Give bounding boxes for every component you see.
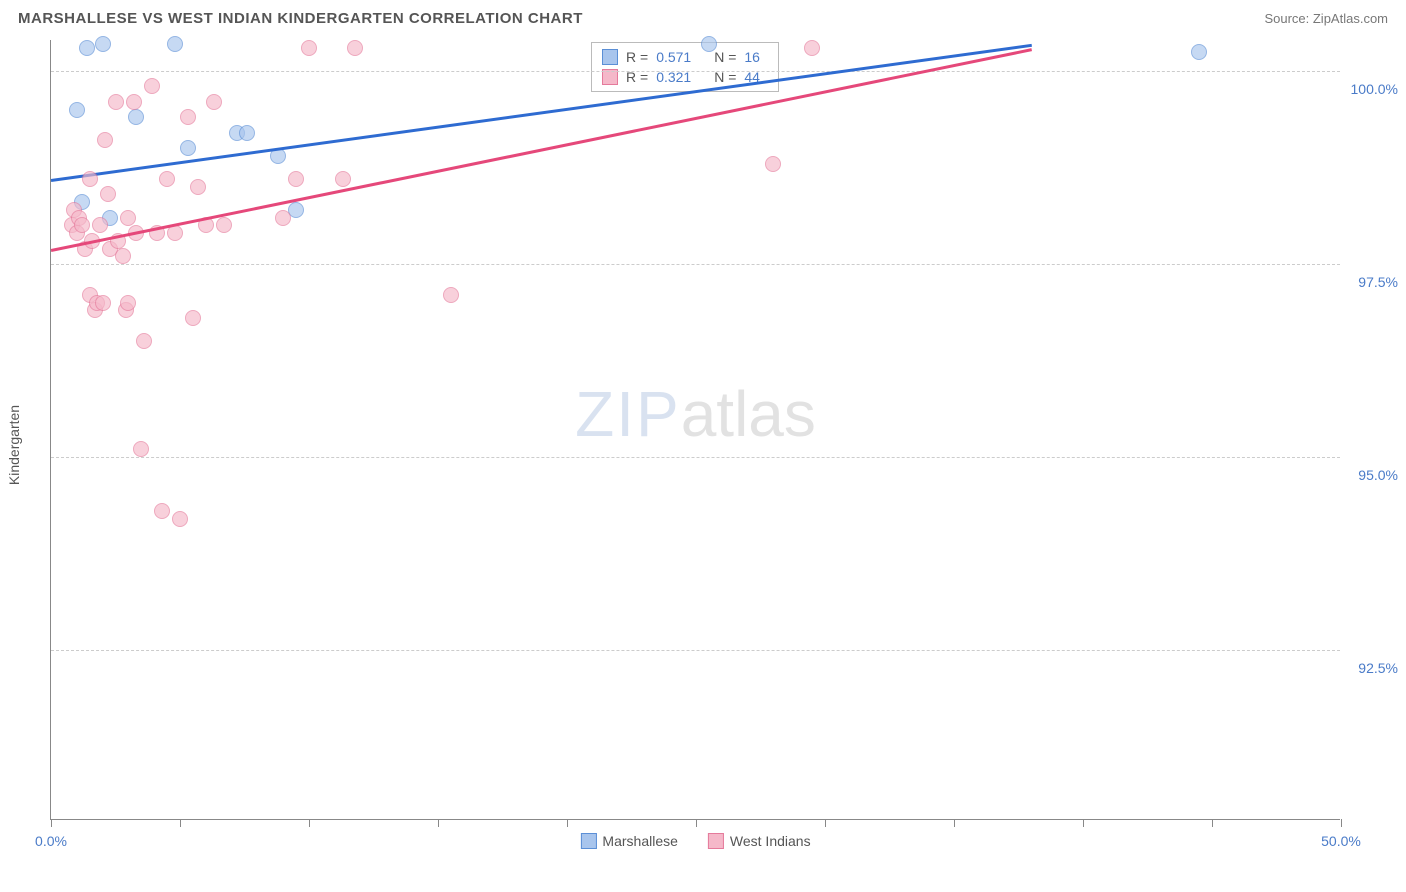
data-point [765,156,781,172]
n-label: N = [714,49,736,65]
data-point [95,295,111,311]
data-point [82,171,98,187]
grid-line [51,457,1340,458]
chart-container: Kindergarten ZIPatlas R =0.571N =16R =0.… [38,40,1388,850]
data-point [120,295,136,311]
r-value: 0.571 [656,49,706,65]
data-point [120,210,136,226]
watermark: ZIPatlas [575,377,816,451]
data-point [74,217,90,233]
data-point [347,40,363,56]
data-point [69,102,85,118]
legend-label: Marshallese [602,833,677,849]
x-tick-label: 0.0% [35,833,67,849]
chart-title: MARSHALLESE VS WEST INDIAN KINDERGARTEN … [18,10,583,27]
data-point [701,36,717,52]
data-point [136,333,152,349]
x-tick-label: 50.0% [1321,833,1361,849]
data-point [180,140,196,156]
data-point [97,132,113,148]
legend-item: Marshallese [580,833,677,849]
correlation-row: R = 0.571 N = 16 [602,47,768,67]
legend: Marshallese West Indians [580,833,810,849]
data-point [167,225,183,241]
r-label: R = [626,49,648,65]
data-point [301,40,317,56]
chart-header: MARSHALLESE VS WEST INDIAN KINDERGARTEN … [0,0,1406,35]
data-point [190,179,206,195]
grid-line [51,71,1340,72]
data-point [95,36,111,52]
data-point [288,171,304,187]
data-point [804,40,820,56]
data-point [335,171,351,187]
legend-item: West Indians [708,833,811,849]
data-point [126,94,142,110]
watermark-part1: ZIP [575,378,681,450]
x-tick [696,819,697,827]
x-tick [1083,819,1084,827]
data-point [167,36,183,52]
grid-line [51,264,1340,265]
data-point [206,94,222,110]
legend-swatch [580,833,596,849]
plot-area: ZIPatlas R =0.571N =16R =0.321N =44 Mars… [50,40,1340,820]
x-tick [51,819,52,827]
data-point [92,217,108,233]
y-tick-label: 95.0% [1358,467,1398,483]
legend-label: West Indians [730,833,811,849]
data-point [79,40,95,56]
series-swatch [602,49,618,65]
data-point [128,109,144,125]
x-tick [954,819,955,827]
x-tick [1212,819,1213,827]
y-tick-label: 97.5% [1358,274,1398,290]
data-point [216,217,232,233]
x-tick [825,819,826,827]
y-tick-label: 100.0% [1351,81,1398,97]
data-point [275,210,291,226]
grid-line [51,650,1340,651]
data-point [1191,44,1207,60]
watermark-part2: atlas [681,378,816,450]
data-point [154,503,170,519]
x-tick [309,819,310,827]
data-point [159,171,175,187]
data-point [108,94,124,110]
data-point [180,109,196,125]
data-point [239,125,255,141]
data-point [172,511,188,527]
x-tick [1341,819,1342,827]
data-point [144,78,160,94]
y-axis-label: Kindergarten [6,405,22,485]
data-point [133,441,149,457]
data-point [185,310,201,326]
n-value: 16 [744,49,768,65]
x-tick [567,819,568,827]
legend-swatch [708,833,724,849]
x-tick [180,819,181,827]
trend-line [51,48,1032,251]
data-point [115,248,131,264]
data-point [100,186,116,202]
source-attribution: Source: ZipAtlas.com [1264,11,1388,26]
trend-line [51,44,1032,182]
x-tick [438,819,439,827]
y-tick-label: 92.5% [1358,660,1398,676]
data-point [443,287,459,303]
